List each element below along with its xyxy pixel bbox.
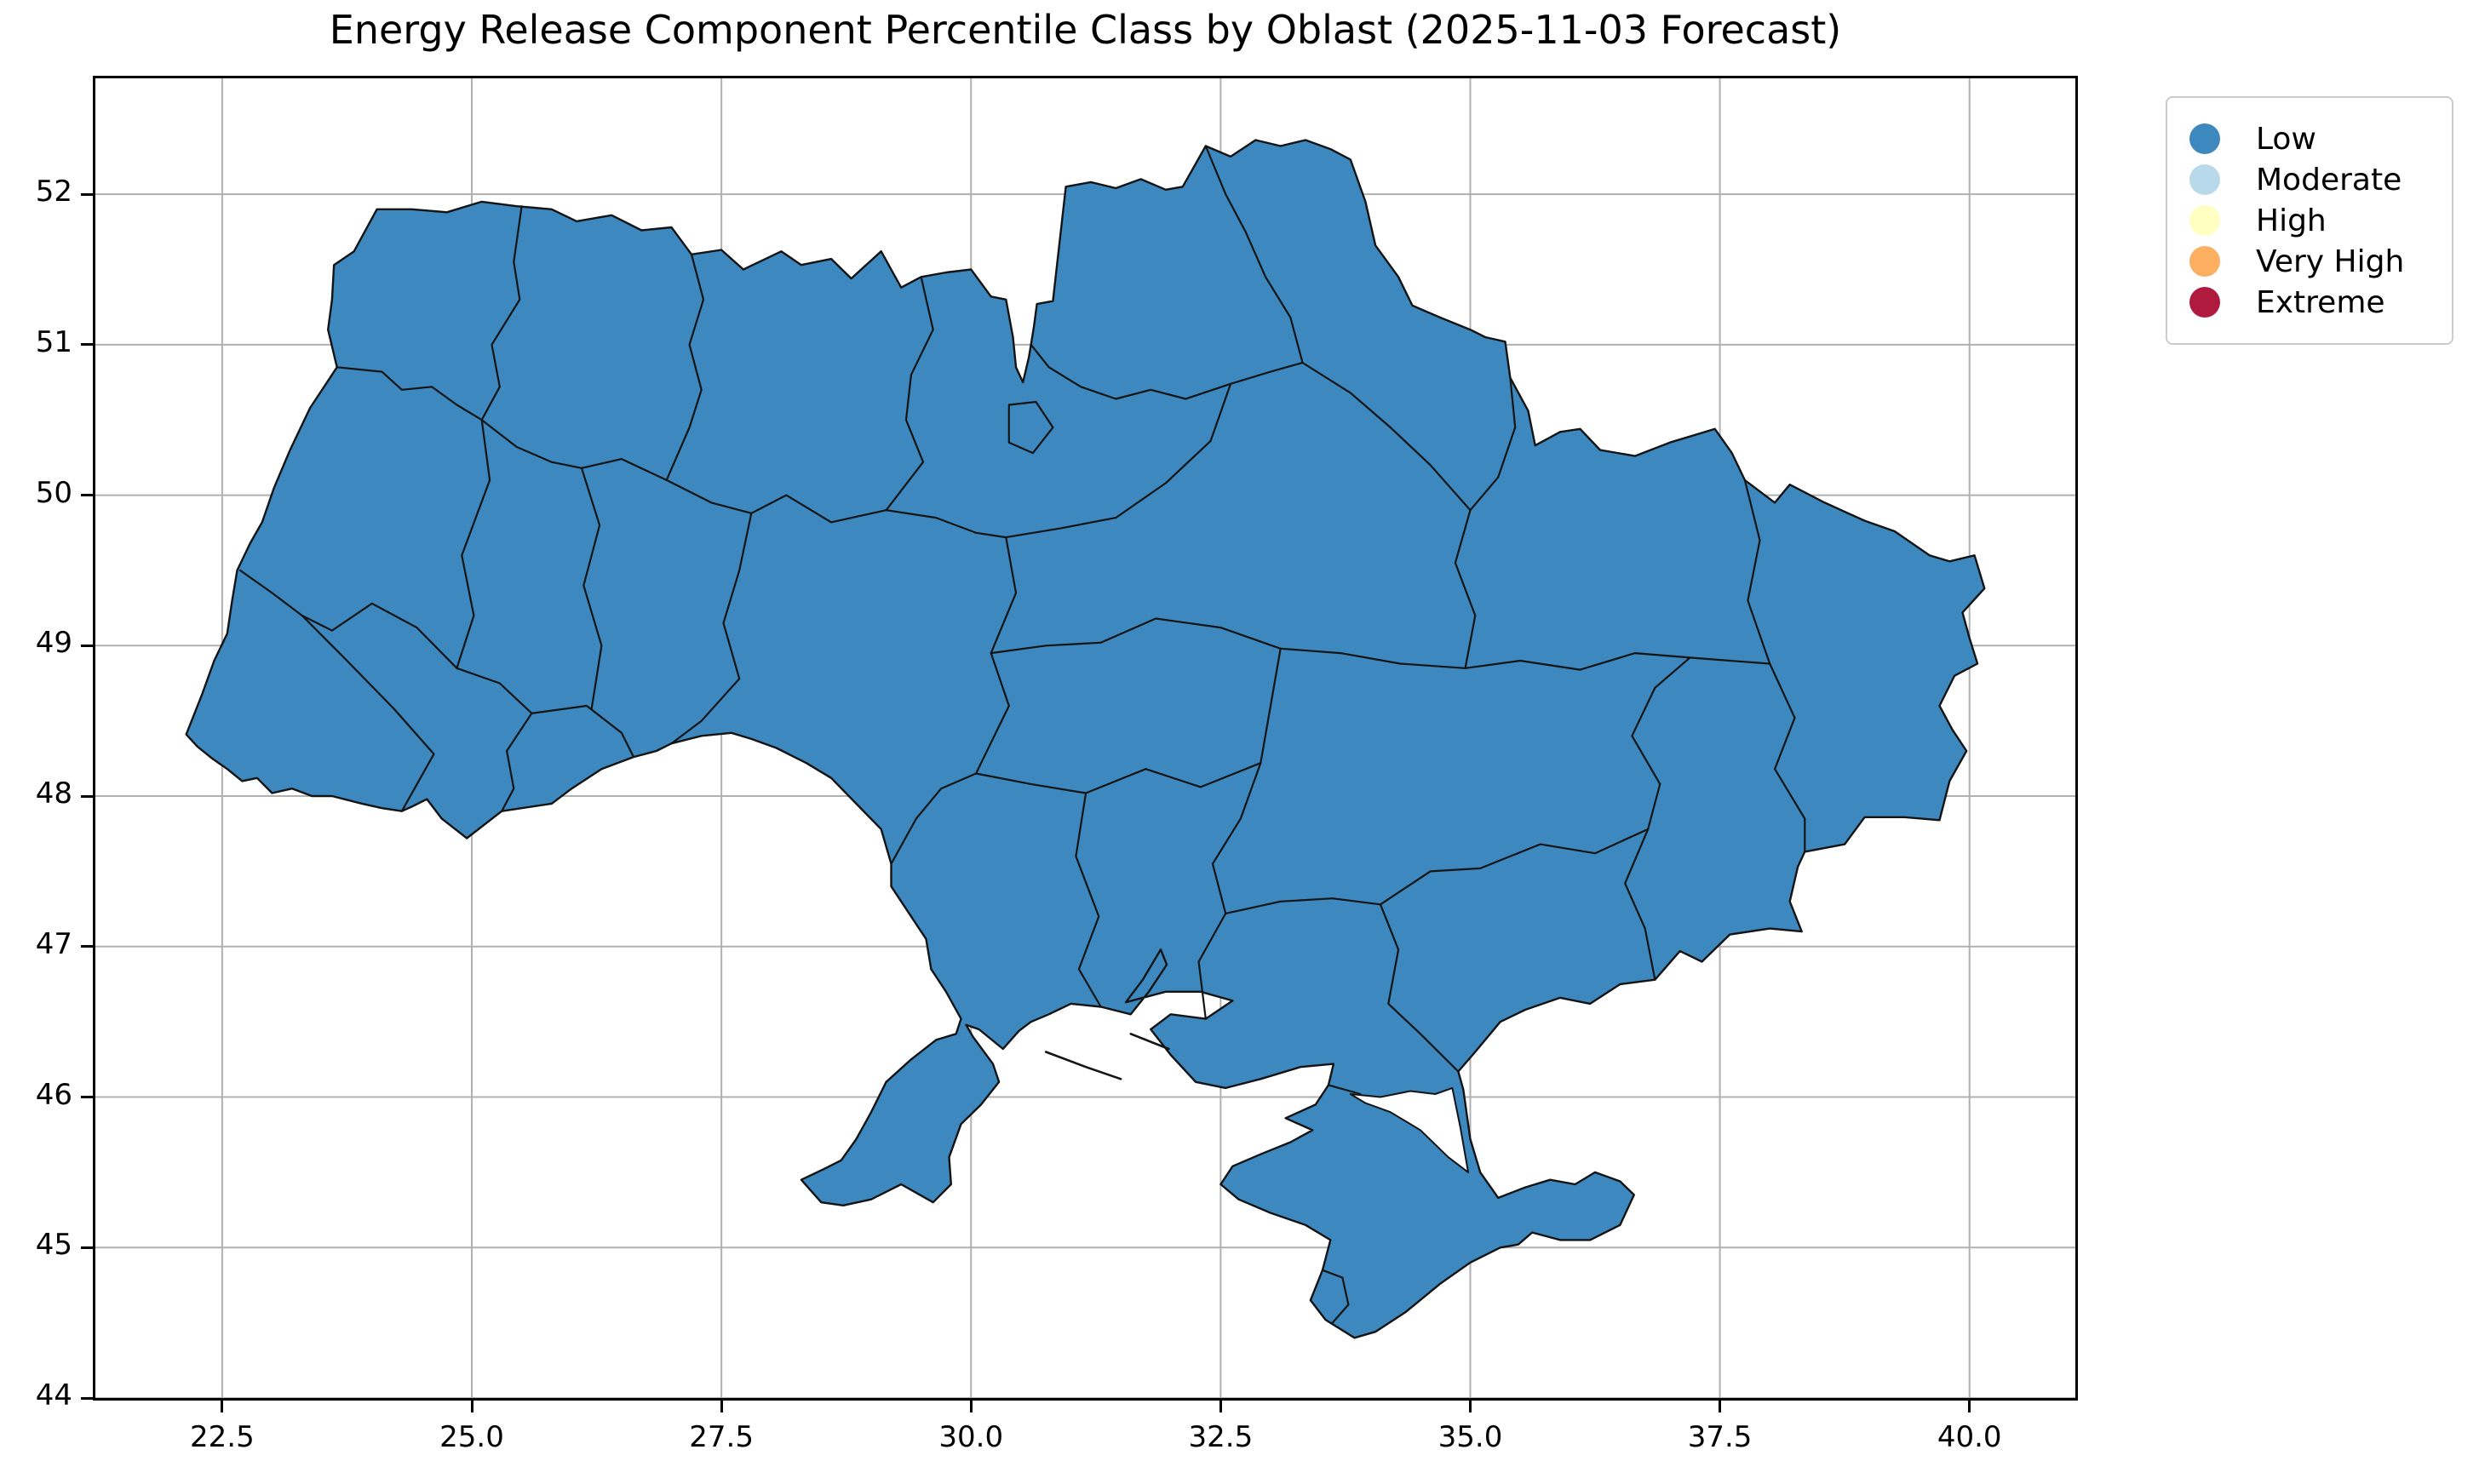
oblast-boundary (1624, 828, 1656, 981)
legend-label-extreme: Extreme (2256, 284, 2385, 320)
legend-row: Extreme (2189, 284, 2435, 320)
oblast-boundary (1301, 361, 1472, 512)
plot-title: Energy Release Component Percentile Clas… (329, 7, 1842, 53)
y-tick-label: 48 (35, 776, 72, 811)
oblast-boundary (1279, 647, 1466, 669)
x-tick-label: 30.0 (938, 1420, 1004, 1454)
x-tick (969, 1401, 973, 1412)
x-tick-label: 22.5 (190, 1420, 255, 1454)
oblast-boundary (975, 762, 1262, 794)
oblast-boundary (456, 667, 533, 714)
oblast-boundary (1464, 652, 1771, 671)
lagoon (1349, 1086, 1470, 1173)
coastal-spit (1044, 1051, 1122, 1080)
oblast-boundary (1030, 343, 1304, 400)
x-tick (1468, 1401, 1472, 1412)
legend-label-high: High (2256, 203, 2327, 238)
legend-label-very-high: Very High (2256, 244, 2405, 279)
y-tick-label: 49 (35, 626, 72, 661)
legend-marker-extreme (2189, 287, 2220, 318)
legend-row: High (2189, 203, 2435, 238)
y-tick (81, 1096, 93, 1099)
y-tick (81, 494, 93, 497)
oblast-boundary (1327, 1084, 1362, 1096)
x-tick (1219, 1401, 1222, 1412)
x-tick (720, 1401, 723, 1412)
oblast-boundary (1454, 509, 1477, 669)
oblast-boundary (531, 704, 635, 759)
y-tick-label: 47 (35, 926, 72, 961)
oblast-boundary (665, 253, 705, 481)
x-tick (1719, 1401, 1722, 1412)
legend-marker-high (2189, 205, 2220, 236)
legend-row: Moderate (2189, 162, 2435, 198)
oblast-boundary (890, 536, 1018, 865)
x-tick (470, 1401, 473, 1412)
oblast-boundary (480, 419, 668, 481)
y-tick-label: 45 (35, 1228, 72, 1263)
y-tick-label: 52 (35, 175, 72, 209)
x-tick (1968, 1401, 1971, 1412)
legend-row: Low (2189, 121, 2435, 157)
legend-row: Very High (2189, 244, 2435, 279)
x-tick-label: 37.5 (1687, 1420, 1753, 1454)
oblast-boundary (1631, 656, 1691, 830)
y-tick (81, 644, 93, 647)
y-tick (81, 945, 93, 948)
oblast-boundary (238, 569, 435, 812)
y-tick-label: 50 (35, 475, 72, 510)
x-tick-label: 35.0 (1437, 1420, 1503, 1454)
oblast-boundary (990, 617, 1282, 655)
oblast-boundary (1197, 762, 1262, 1020)
y-tick-label: 51 (35, 324, 72, 359)
oblast-boundary (580, 467, 603, 710)
y-tick (81, 343, 93, 347)
y-tick-label: 46 (35, 1077, 72, 1112)
oblast-boundary (1115, 382, 1232, 519)
oblast-boundary (501, 712, 533, 812)
oblast-boundary (1007, 400, 1054, 455)
legend-marker-very-high (2189, 246, 2220, 277)
x-tick (221, 1401, 224, 1412)
y-tick (81, 1396, 93, 1400)
oblast-boundary (336, 366, 483, 421)
oblast-boundary (480, 205, 523, 421)
y-tick (81, 1246, 93, 1249)
oblast-boundary (665, 478, 887, 524)
oblast-boundary (301, 602, 458, 669)
y-tick (81, 192, 93, 196)
oblast-boundary (1225, 897, 1382, 914)
legend-marker-low (2189, 123, 2220, 154)
legend-label-low: Low (2256, 121, 2316, 157)
plot-area (93, 76, 2078, 1401)
oblast-boundary (1075, 792, 1102, 1008)
oblast-boundary (1204, 145, 1304, 364)
x-tick-label: 40.0 (1937, 1420, 2002, 1454)
x-tick-label: 25.0 (439, 1420, 504, 1454)
y-tick (81, 794, 93, 798)
legend-marker-moderate (2189, 164, 2220, 195)
oblast-boundary (1743, 478, 1771, 665)
oblast-boundary (456, 419, 491, 669)
oblast-boundary (1321, 1269, 1350, 1324)
oblast-boundary (1469, 376, 1517, 512)
oblast-boundary (1379, 903, 1460, 1073)
coastal-spit (1129, 1033, 1170, 1051)
oblast-boundary (885, 276, 934, 512)
x-tick-label: 32.5 (1188, 1420, 1254, 1454)
oblast-boundary (1260, 647, 1282, 765)
x-tick-label: 27.5 (689, 1420, 754, 1454)
oblast-boundary (885, 509, 1117, 539)
country-outline (185, 139, 1986, 1339)
oblast-boundary (1379, 828, 1650, 906)
legend-label-moderate: Moderate (2256, 162, 2402, 198)
oblast-boundary (1769, 662, 1806, 853)
legend: Low Moderate High Very High Extreme (2166, 96, 2453, 345)
oblast-boundary (670, 512, 753, 745)
ukraine-choropleth-map (185, 139, 1986, 1339)
y-tick-label: 44 (35, 1378, 72, 1412)
